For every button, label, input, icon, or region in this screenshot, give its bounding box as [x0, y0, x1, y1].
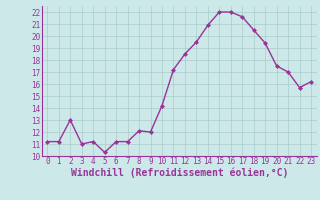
X-axis label: Windchill (Refroidissement éolien,°C): Windchill (Refroidissement éolien,°C) [70, 168, 288, 178]
